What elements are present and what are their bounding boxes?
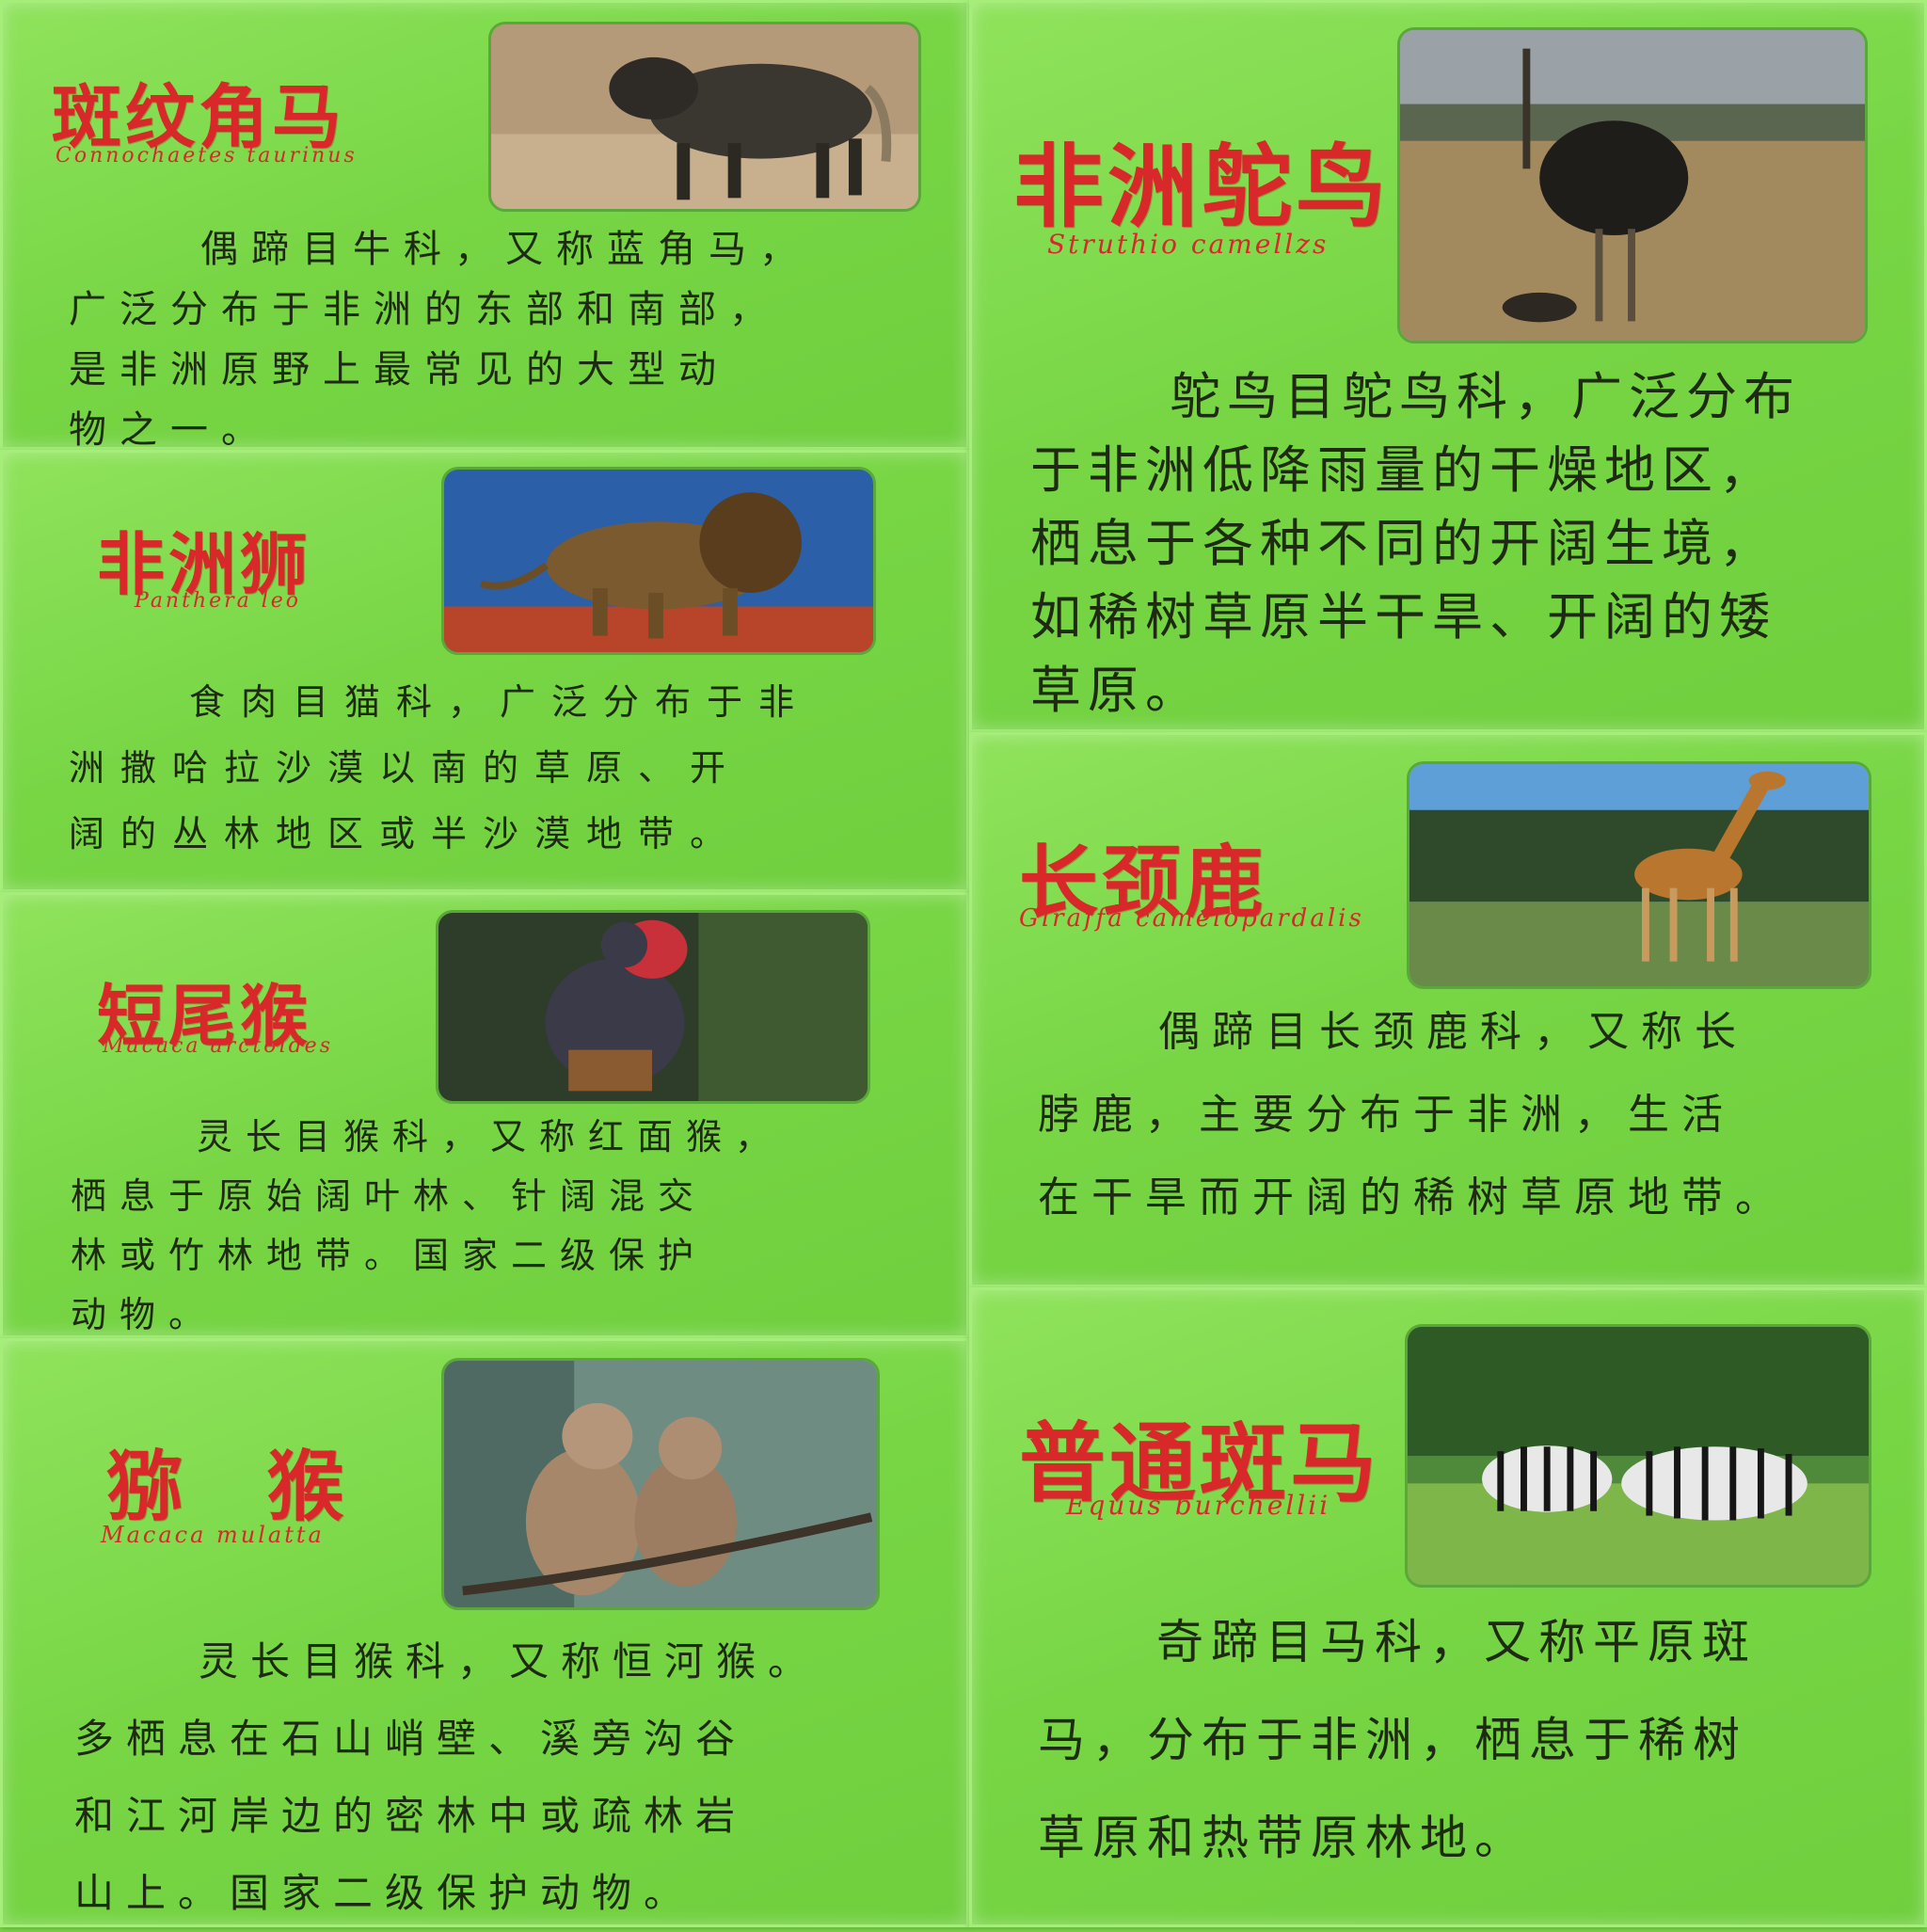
card-title: 非洲鸵鸟 (1013, 135, 1390, 240)
scientific-name: Equus burchellii (1066, 1490, 1331, 1521)
description-line: 草原。 (1030, 661, 1202, 720)
card-wildebeest: 斑纹角马 Connochaetes taurinus 偶蹄目牛科，又称蓝角马， … (0, 0, 969, 452)
description-line: 偶蹄目牛科，又称蓝角马， (200, 228, 810, 271)
description-line: 食肉目猫科，广泛分布于非 (189, 681, 811, 723)
description: 奇蹄目马科，又称平原斑 马，分布于非洲，栖息于稀树 草原和热带原林地。 (1038, 1593, 1757, 1887)
card-title: 普通斑马 (1019, 1413, 1381, 1514)
description-line: 和江河岸边的密林中或疏林岩 (74, 1793, 748, 1839)
rhesus-macaque-photo (441, 1358, 880, 1610)
description-line: 物之一。 (69, 408, 272, 452)
stumptail-macaque-photo (436, 910, 870, 1104)
giraffe-photo (1407, 761, 1871, 989)
description-line: 脖鹿，主要分布于非洲，生活 (1038, 1091, 1735, 1139)
description: 偶蹄目牛科，又称蓝角马， 广泛分布于非洲的东部和南部， 是非洲原野上最常见的大型… (69, 219, 810, 460)
description-line: 洲撒哈拉沙漠以南的草原、开 (69, 747, 742, 789)
card-title: 猕 猴 (106, 1443, 373, 1532)
description-line: 于非洲低降雨量的干燥地区， (1030, 440, 1776, 500)
description-line: 动物。 (71, 1294, 218, 1335)
description-line: 广泛分布于非洲的东部和南部， (69, 288, 780, 331)
card-rhesus-macaque: 猕 猴 Macaca mulatta 灵长目猴科，又称恒河猴。 多栖息在石山峭壁… (0, 1338, 969, 1927)
card-ostrich: 非洲鸵鸟 Struthio camellzs 鸵鸟目鸵鸟科，广泛分布 于非洲低降… (969, 0, 1927, 732)
description-line: 如稀树草原半干旱、开阔的矮 (1030, 587, 1776, 647)
description: 食肉目猫科，广泛分布于非 洲撒哈拉沙漠以南的草原、开 阔的丛林地区或半沙漠地带。 (69, 669, 810, 867)
description-line: 草原和热带原林地。 (1038, 1811, 1529, 1865)
description-line: 多栖息在石山峭壁、溪旁沟谷 (74, 1716, 748, 1762)
description-line: 奇蹄目马科，又称平原斑 (1156, 1615, 1757, 1669)
scientific-name: Panthera leo (135, 589, 302, 613)
scientific-name: Giraffa camelopardalis (1019, 904, 1364, 933)
description-line: 栖息于各种不同的开阔生境， (1030, 514, 1776, 573)
description: 鸵鸟目鸵鸟科，广泛分布 于非洲低降雨量的干燥地区， 栖息于各种不同的开阔生境， … (1030, 360, 1801, 727)
description: 灵长目猴科，又称红面猴， 栖息于原始阔叶林、针阔混交 林或竹林地带。国家二级保护… (71, 1108, 784, 1345)
description-line: 是非洲原野上最常见的大型动 (69, 348, 729, 391)
card-lion: 非洲狮 Panthera leo 食肉目猫科，广泛分布于非 洲撒哈拉沙漠以南的草… (0, 450, 969, 892)
zebra-photo (1405, 1324, 1871, 1588)
description-line: 鸵鸟目鸵鸟科，广泛分布 (1170, 367, 1801, 426)
description-line: 马，分布于非洲，栖息于稀树 (1038, 1713, 1747, 1767)
card-stumptail-macaque: 短尾猴 Macaca arctoides 灵长目猴科，又称红面猴， 栖息于原始阔… (0, 892, 969, 1338)
description-line: 偶蹄目长颈鹿科，又称长 (1158, 1008, 1748, 1056)
description-line: 阔的丛林地区或半沙漠地带。 (69, 813, 742, 854)
scientific-name: Macaca arctoides (103, 1034, 333, 1058)
description-line: 灵长目猴科，又称红面猴， (197, 1116, 785, 1158)
description: 偶蹄目长颈鹿科，又称长 脖鹿，主要分布于非洲，生活 在干旱而开阔的稀树草原地带。 (1038, 991, 1789, 1239)
card-title: 非洲狮 (97, 525, 312, 604)
card-zebra: 普通斑马 Equus burchellii 奇蹄目马科 (969, 1287, 1927, 1927)
description-line: 山上。国家二级保护动物。 (74, 1870, 696, 1916)
card-title: 长颈鹿 (1019, 837, 1268, 929)
description-line: 灵长目猴科，又称恒河猴。 (199, 1638, 820, 1685)
scientific-name: Connochaetes taurinus (56, 144, 358, 168)
lion-photo (441, 467, 876, 655)
ostrich-photo (1397, 27, 1868, 343)
card-giraffe: 长颈鹿 Giraffa camelopardalis 偶蹄目长颈鹿科，又称长 脖… (969, 732, 1927, 1287)
card-title: 斑纹角马 (52, 77, 345, 158)
scientific-name: Macaca mulatta (101, 1522, 325, 1548)
description-line: 林或竹林地带。国家二级保护 (71, 1235, 708, 1276)
description: 灵长目猴科，又称恒河猴。 多栖息在石山峭壁、溪旁沟谷 和江河岸边的密林中或疏林岩… (74, 1623, 820, 1932)
card-title: 短尾猴 (97, 977, 312, 1056)
wildebeest-photo (488, 22, 921, 212)
description-line: 在干旱而开阔的稀树草原地带。 (1038, 1174, 1789, 1221)
description-line: 栖息于原始阔叶林、针阔混交 (71, 1175, 708, 1217)
scientific-name: Struthio camellzs (1047, 229, 1330, 260)
